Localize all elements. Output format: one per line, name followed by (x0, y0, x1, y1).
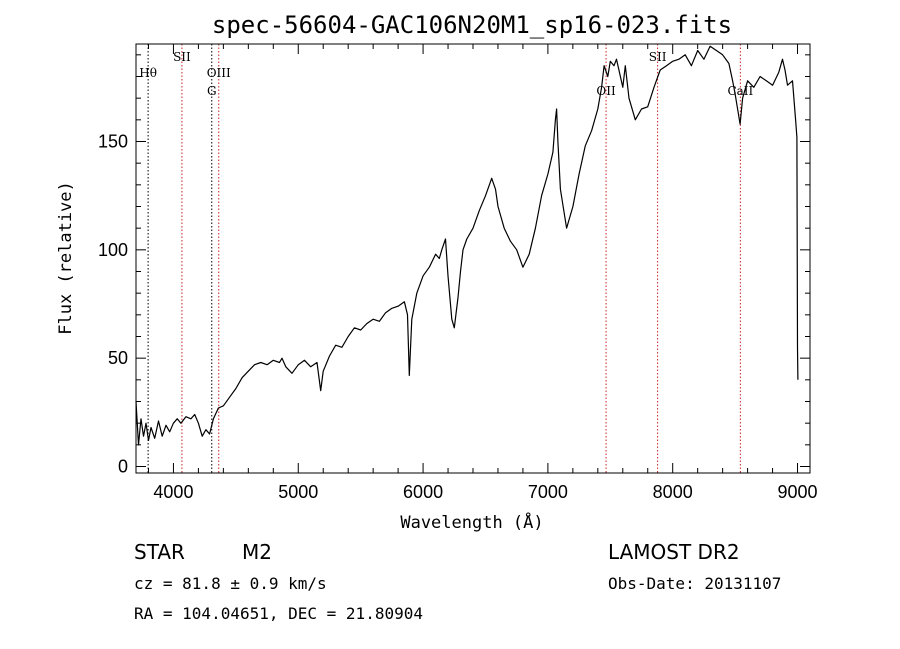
reference-line-label: OII (596, 84, 616, 98)
sky-coordinates: RA = 104.04651, DEC = 21.80904 (134, 604, 423, 623)
object-subclass: M2 (242, 540, 272, 564)
x-tick-label: 7000 (528, 482, 568, 502)
reference-line-label: SII (649, 50, 667, 64)
reference-line-label: G (207, 84, 217, 98)
x-axis: 4000 5000 6000 7000 8000 9000 (147, 44, 818, 502)
spectrum-line (135, 45, 799, 446)
x-tick-label: 8000 (653, 482, 693, 502)
object-class: STAR (134, 540, 185, 564)
plot-frame (135, 43, 811, 474)
chart-title: spec-56604-GAC106N20M1_sp16-023.fits (212, 11, 732, 39)
x-tick-label: 9000 (777, 482, 817, 502)
reference-line-label: SII (173, 50, 191, 64)
y-tick-label: 50 (108, 348, 128, 368)
survey-name: LAMOST DR2 (608, 540, 740, 564)
reference-line-label: CaII (727, 84, 753, 98)
x-tick-label: 5000 (278, 482, 318, 502)
x-tick-label: 6000 (403, 482, 443, 502)
y-tick-label: 150 (98, 132, 128, 152)
reference-line-label: OIII (207, 66, 231, 80)
y-tick-label: 0 (118, 457, 128, 477)
observation-date: Obs-Date: 20131107 (608, 574, 781, 593)
reference-line-labels: Hθ SII G OIII OII SII CaII (139, 50, 753, 98)
x-axis-label: Wavelength (Å) (400, 511, 543, 533)
y-axis: 0 50 100 150 (98, 54, 810, 477)
y-axis-label: Flux (relative) (56, 181, 76, 335)
x-tick-label: 4000 (153, 482, 193, 502)
reference-lines (147, 44, 741, 473)
y-tick-label: 100 (98, 240, 128, 260)
reference-line-label: Hθ (139, 66, 157, 80)
redshift-velocity: cz = 81.8 ± 0.9 km/s (134, 574, 327, 593)
